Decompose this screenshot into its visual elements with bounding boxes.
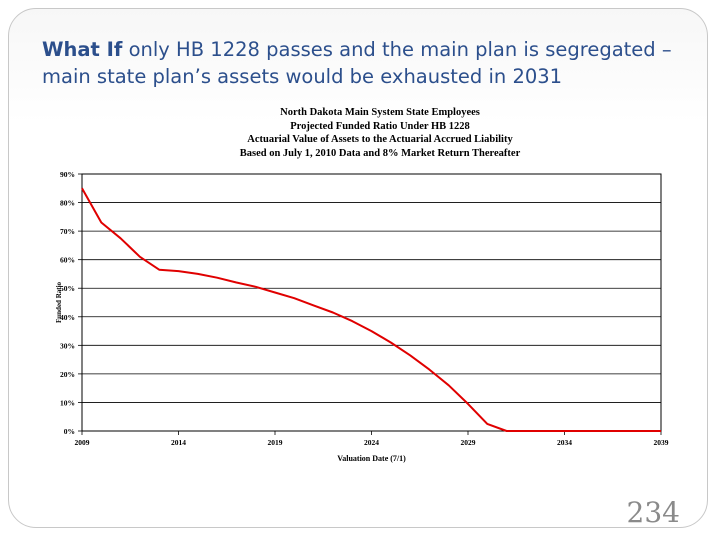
plot-area [81, 173, 662, 432]
page-number: 234 [626, 496, 680, 529]
y-tick-label: 0% [64, 427, 75, 436]
x-tick-label: 2024 [364, 438, 379, 447]
y-axis-label: Funded Ratio [55, 281, 63, 323]
y-tick-label: 10% [60, 398, 75, 407]
x-tick-label: 2019 [268, 438, 283, 447]
y-tick-label: 60% [60, 256, 75, 265]
series-line [81, 187, 661, 432]
x-tick-label: 2034 [557, 438, 572, 447]
x-tick-label: 2014 [171, 438, 186, 447]
x-tick-label: 2029 [461, 438, 476, 447]
chart-title-line: Actuarial Value of Assets to the Actuari… [247, 134, 513, 145]
y-tick-label: 30% [60, 341, 75, 350]
slide-title-lead: What If [42, 38, 123, 61]
chart-title-line: Based on July 1, 2010 Data and 8% Market… [239, 147, 521, 159]
y-tick-label: 20% [60, 370, 75, 379]
chart-title-line: Projected Funded Ratio Under HB 1228 [290, 120, 470, 132]
y-tick-label: 40% [60, 313, 75, 322]
x-axis-label: Valuation Date (7/1) [337, 454, 406, 463]
x-tick-label: 2009 [75, 438, 90, 447]
y-tick-label: 50% [60, 284, 75, 293]
x-tick-label: 2039 [654, 438, 669, 447]
chart-title: North Dakota Main System State Employees… [80, 106, 680, 160]
chart-title-line: North Dakota Main System State Employees [280, 107, 480, 118]
y-tick-label: 80% [60, 199, 75, 208]
y-tick-label: 70% [60, 227, 75, 236]
slide-title: What If only HB 1228 passes and the main… [42, 36, 682, 90]
slide-title-rest: only HB 1228 passes and the main plan is… [42, 38, 672, 88]
y-tick-label: 90% [60, 170, 75, 179]
